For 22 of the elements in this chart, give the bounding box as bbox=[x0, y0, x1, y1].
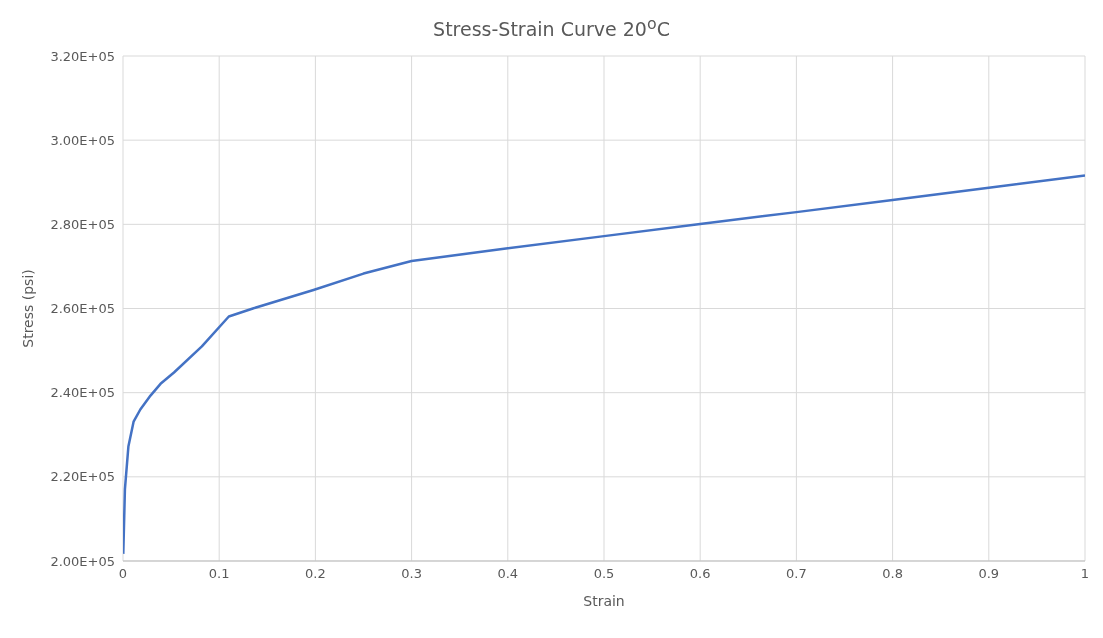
line-series bbox=[123, 174, 1085, 556]
x-tick-label: 0.8 bbox=[882, 566, 903, 582]
x-tick-label: 0 bbox=[118, 566, 128, 582]
x-tick-label: 0.9 bbox=[978, 566, 1000, 582]
x-axis-title: Strain bbox=[583, 593, 625, 610]
x-tick-label: 0.7 bbox=[786, 566, 807, 582]
y-tick-label: 2.80E+05 bbox=[50, 217, 115, 233]
x-tick-label: 0.1 bbox=[208, 566, 230, 582]
y-tick-label: 3.00E+05 bbox=[50, 133, 115, 149]
y-tick-label: 2.60E+05 bbox=[50, 301, 115, 317]
x-tick-label: 0.5 bbox=[593, 566, 615, 582]
x-tick-label: 0.3 bbox=[401, 566, 422, 582]
y-tick-label: 2.40E+05 bbox=[50, 385, 115, 401]
y-tick-label: 2.20E+05 bbox=[50, 469, 115, 485]
x-tick-label: 0.2 bbox=[305, 566, 326, 582]
x-tick-label: 0.6 bbox=[689, 566, 711, 582]
y-tick-label: 3.20E+05 bbox=[50, 48, 115, 64]
x-tick-label: 1 bbox=[1080, 566, 1090, 582]
chart-title: Stress-Strain Curve 20$^{o}$C bbox=[432, 14, 671, 41]
y-tick-label: 2.00E+05 bbox=[50, 553, 115, 569]
x-tick-label: 0.4 bbox=[497, 566, 519, 582]
y-axis-title: Stress (psi) bbox=[19, 269, 36, 349]
